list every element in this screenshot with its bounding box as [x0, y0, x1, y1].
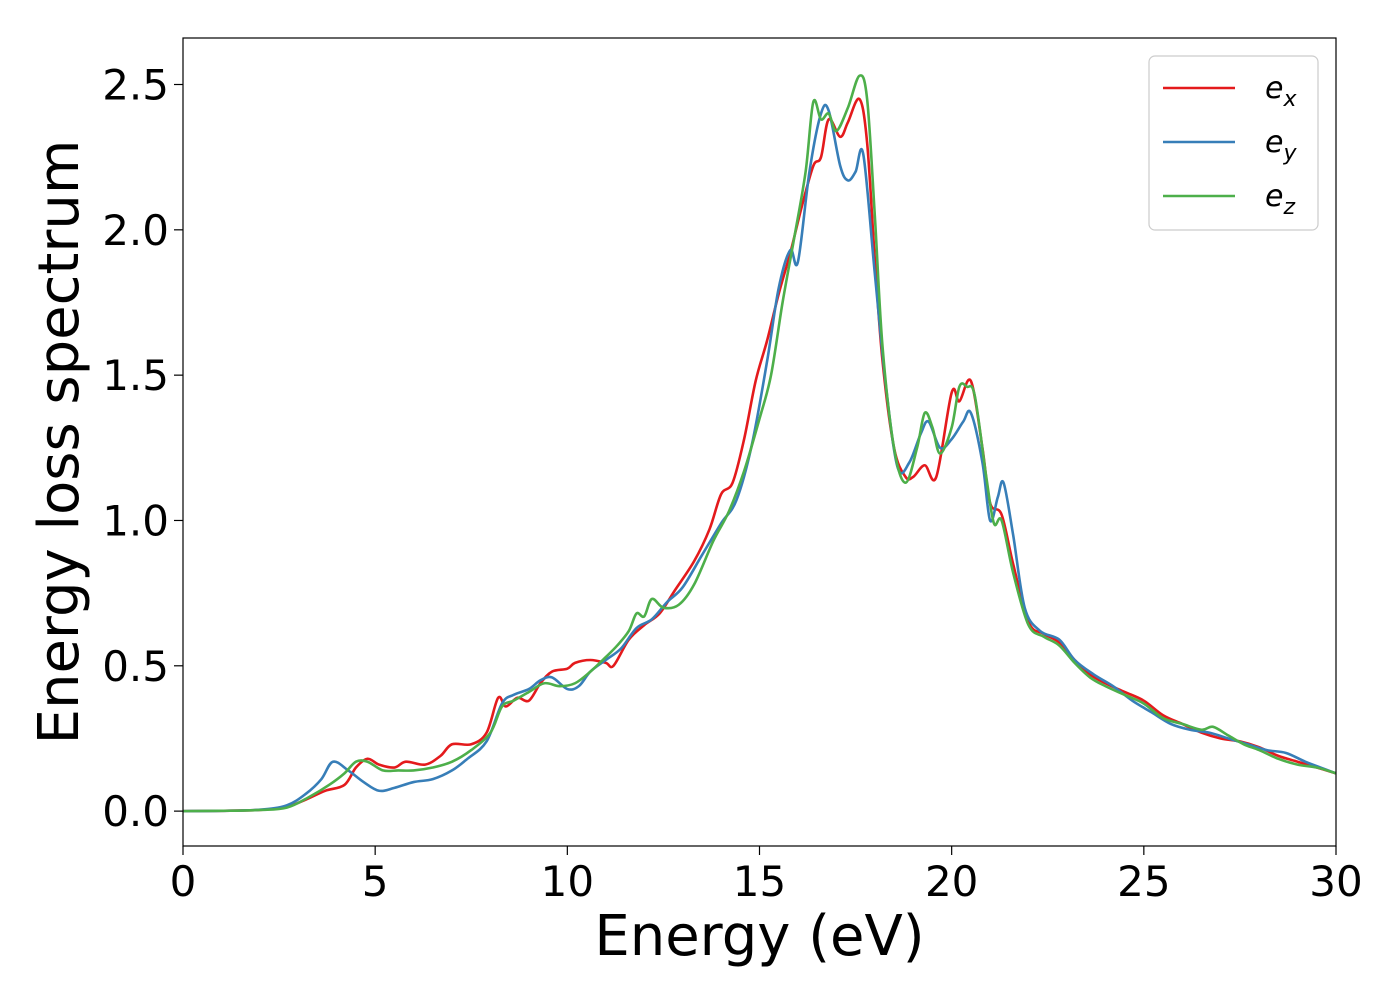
- y-tick-label: 2.0: [102, 206, 169, 255]
- x-tick-label: 15: [733, 857, 786, 906]
- axis-ticks: 0 5 10 15 20 25 30 0.0 0.5 1.0 1.5 2.0 2.5: [102, 61, 1363, 906]
- x-tick-label: 20: [925, 857, 978, 906]
- x-tick-label: 25: [1117, 857, 1170, 906]
- x-tick-label: 0: [170, 857, 197, 906]
- x-axis-label: Energy (eV): [594, 904, 924, 969]
- legend-label-ex: ex: [1265, 71, 1297, 112]
- x-tick-label: 10: [541, 857, 594, 906]
- x-tick-label: 5: [362, 857, 389, 906]
- y-tick-label: 1.0: [102, 496, 169, 545]
- series-lines: [183, 74, 1336, 813]
- y-tick-label: 2.5: [102, 61, 169, 110]
- y-tick-label: 0.5: [102, 642, 169, 691]
- x-tick-label: 30: [1309, 857, 1362, 906]
- y-tick-label: 0.0: [102, 787, 169, 836]
- series-line-ez: [183, 74, 1336, 813]
- series-line-ey: [183, 103, 1336, 813]
- y-tick-label: 1.5: [102, 351, 169, 400]
- y-axis-label: Energy loss spectrum: [27, 140, 92, 745]
